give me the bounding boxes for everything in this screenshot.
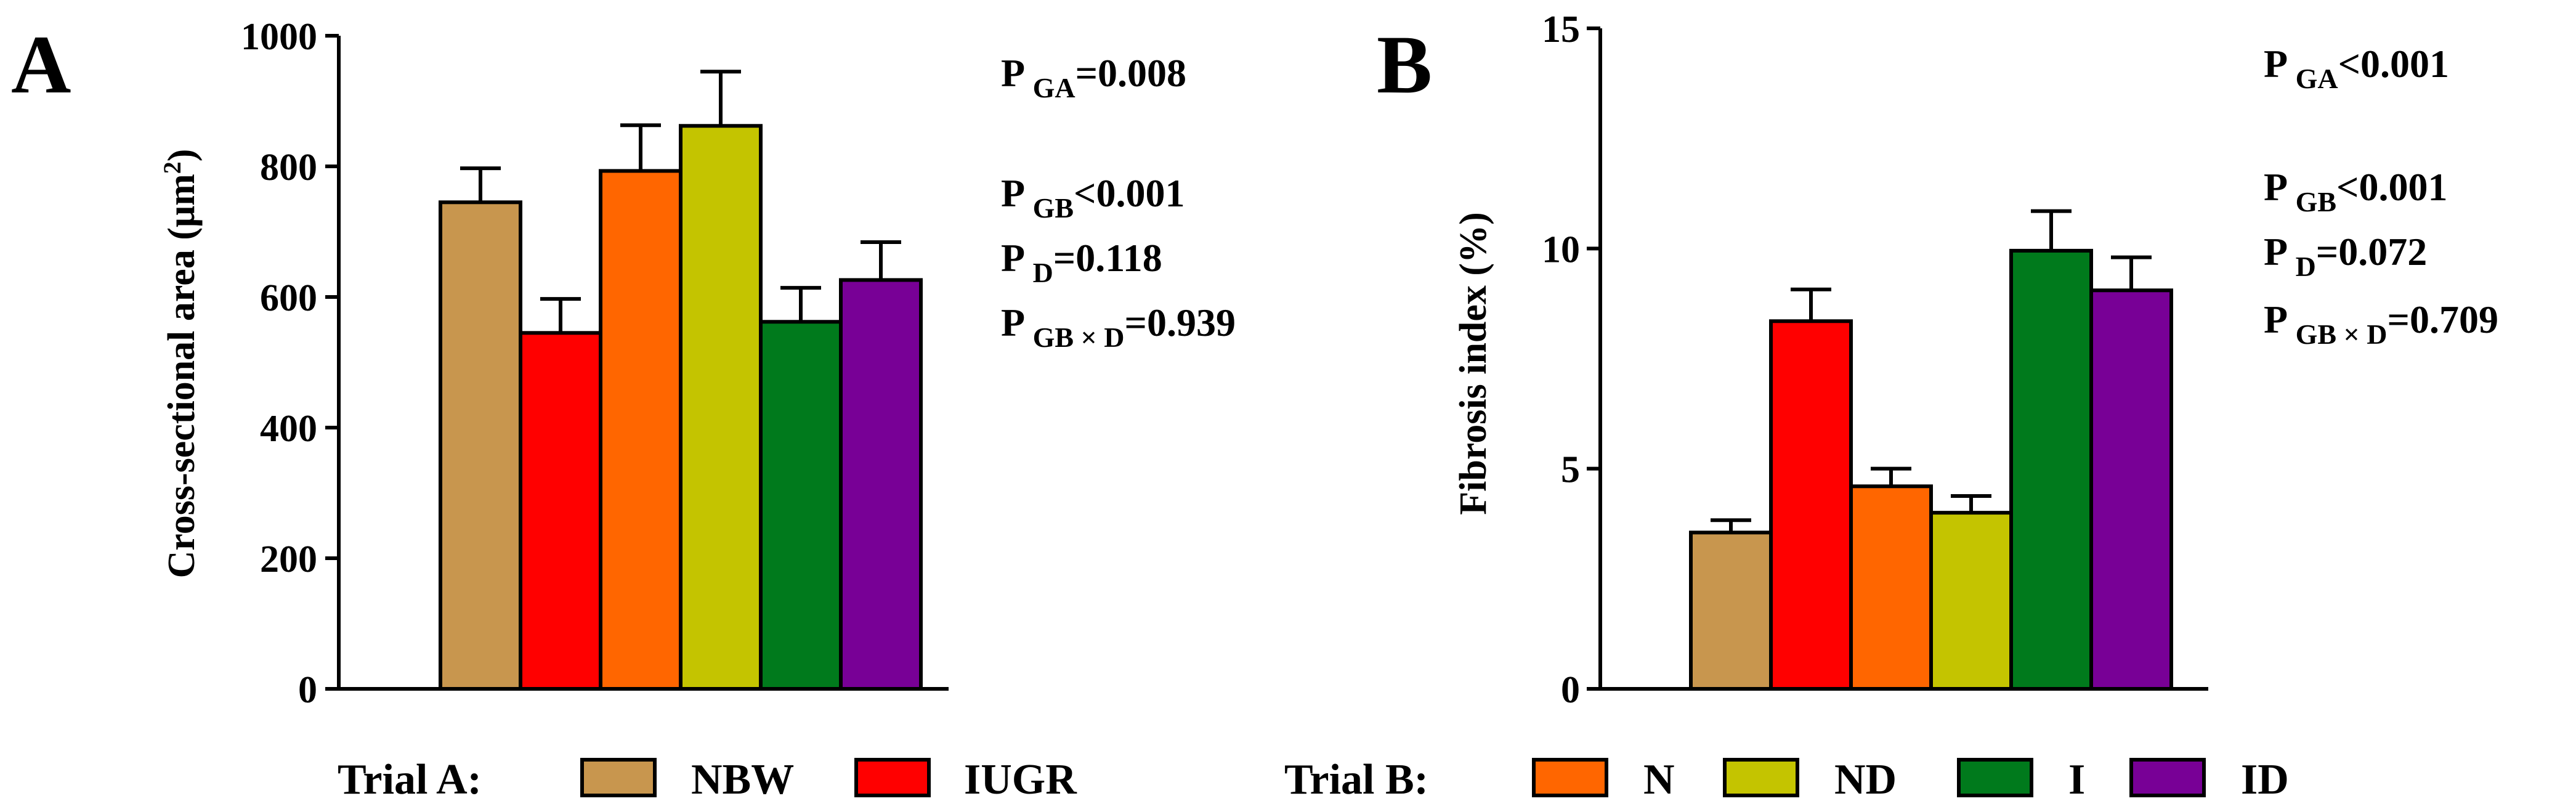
panel-a-p-value-4: P GB × D=0.939 (1001, 301, 1236, 353)
panel-b-bar-n (1849, 484, 1933, 691)
panel-a-cross-sectional-area-chart: A Cross-sectional area (μm2) 0 200 400 600 8… (11, 16, 1236, 711)
panel-a-y-tick-label: 200 (260, 539, 317, 580)
panel-b-y-tick-label: 5 (1561, 449, 1580, 491)
panel-b-y-ticks: 0 5 10 15 (1542, 9, 1600, 711)
panel-b-y-axis-title: Fibrosis index (%) (1452, 212, 1494, 514)
panel-a-y-axis-title: Cross-sectional area (μm2) (158, 149, 203, 579)
legend-trial-a-label: Trial A: (338, 756, 482, 803)
panel-b-bars (1689, 248, 2173, 691)
legend-swatch-nd (1723, 758, 1799, 797)
legend-swatch-id (2129, 758, 2206, 797)
panel-a-bar-nd (679, 124, 763, 691)
legend-swatch-iugr (854, 758, 931, 797)
panel-a-y-ticks: 0 200 400 600 800 1000 (241, 16, 339, 711)
panel-b-bar-nbw (1689, 531, 1773, 691)
panel-b-bar-id (2089, 288, 2173, 691)
panel-a-y-tick-label: 400 (260, 408, 317, 450)
panel-b-bar-iugr (1769, 319, 1853, 691)
legend-trial-b-label: Trial B: (1284, 756, 1428, 803)
panel-b-y-tick-label: 10 (1542, 229, 1580, 270)
panel-a-y-tick-label: 1000 (241, 16, 317, 58)
panel-b-bar-i (2009, 248, 2093, 691)
panel-b-p-value-1: P GA<0.001 (2264, 42, 2449, 94)
panel-b-p-value-2: P GB<0.001 (2264, 165, 2448, 217)
legend-label-nbw: NBW (691, 756, 794, 803)
legend-swatch-nbw (580, 758, 657, 797)
panel-b-p-value-3: P D=0.072 (2264, 230, 2427, 282)
panel-b-bar-nd (1929, 511, 2013, 691)
legend-label-n: N (1643, 756, 1675, 803)
panel-a-bar-i (759, 320, 843, 691)
legend-label-i: I (2068, 756, 2085, 803)
panel-a-y-tick-label: 600 (260, 277, 317, 319)
panel-a-error-bars (460, 70, 901, 333)
panel-a-p-values: P GA=0.008 P GB<0.001 P D=0.118 P GB × D=0.… (1001, 51, 1236, 353)
panel-a-bar-id (839, 278, 923, 691)
legend-label-id: ID (2241, 756, 2289, 803)
legend-swatch-i (1957, 758, 2033, 797)
legend: Trial A: Trial B: NBW IUGR N ND I ID (338, 756, 2289, 803)
panel-b-label: B (1377, 19, 1432, 111)
panel-a-bar-nbw (439, 200, 522, 691)
panel-a-bar-n (599, 169, 682, 691)
panel-a-bar-iugr (519, 331, 602, 691)
panel-b-y-tick-label: 0 (1561, 669, 1580, 711)
panel-a-bars (439, 124, 923, 691)
legend-swatch-n (1532, 758, 1608, 797)
panel-b-y-tick-label: 15 (1542, 9, 1580, 51)
legend-label-nd: ND (1834, 756, 1897, 803)
legend-label-iugr: IUGR (964, 756, 1077, 803)
panel-b-p-values: P GA<0.001 P GB<0.001 P D=0.072 P GB × D=0.… (2264, 42, 2498, 350)
panel-a-label: A (11, 19, 71, 111)
panel-b-error-bars (1711, 209, 2152, 533)
panel-a-y-tick-label: 0 (298, 669, 317, 711)
panel-a-y-tick-label: 800 (260, 147, 317, 189)
panel-b-p-value-4: P GB × D=0.709 (2264, 298, 2498, 350)
legend-items: NBW IUGR N ND I ID (580, 756, 2289, 803)
panel-a-p-value-2: P GB<0.001 (1001, 171, 1185, 224)
panel-a-p-value-3: P D=0.118 (1001, 236, 1162, 288)
panel-a-p-value-1: P GA=0.008 (1001, 51, 1186, 104)
